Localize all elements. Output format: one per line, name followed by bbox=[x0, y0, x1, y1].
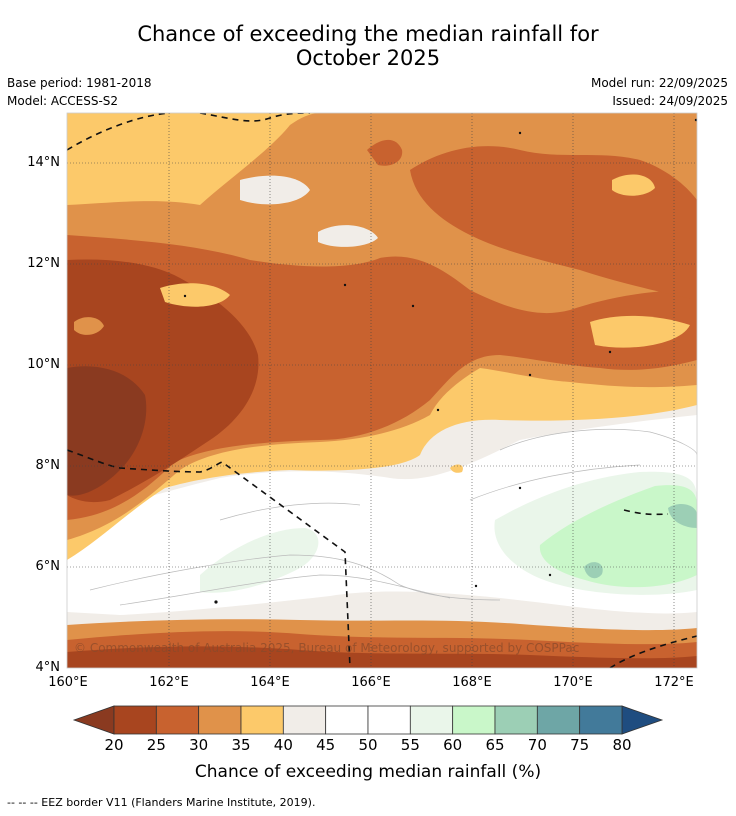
lon-tick-166: 166°E bbox=[351, 675, 391, 690]
lat-tick-6: 6°N bbox=[35, 559, 61, 574]
lat-tick-4: 4°N bbox=[35, 660, 61, 675]
colorbar-box bbox=[494, 705, 538, 735]
colorbar-low-arrow bbox=[72, 705, 115, 735]
region-35-40-patch1 bbox=[612, 174, 655, 196]
colorbar-tick-label: 70 bbox=[527, 736, 547, 754]
colorbar-tick-label: 45 bbox=[316, 736, 336, 754]
colorbar-box bbox=[409, 705, 454, 735]
colorbar-box bbox=[536, 705, 581, 735]
eez-footnote: -- -- -- EEZ border V11 (Flanders Marine… bbox=[7, 796, 316, 809]
colorbar-tick-label: 60 bbox=[443, 736, 463, 754]
region-35-40-patch3 bbox=[590, 315, 690, 348]
copyright-notice: © Commonwealth of Australia 2025, Bureau… bbox=[74, 641, 580, 655]
colorbar-tick-label: 20 bbox=[104, 736, 124, 754]
lat-tick-10: 10°N bbox=[27, 357, 60, 372]
lon-tick-160: 160°E bbox=[48, 675, 88, 690]
colorbar-tick-label: 65 bbox=[485, 736, 505, 754]
colorbar-box bbox=[113, 705, 157, 735]
colorbar-tick-label: 30 bbox=[189, 736, 209, 754]
region-35-40-patch2 bbox=[160, 283, 230, 307]
gridlines bbox=[67, 113, 697, 668]
colorbar-tick-label: 80 bbox=[612, 736, 632, 754]
chart-title-line1: Chance of exceeding the median rainfall … bbox=[137, 22, 599, 46]
meta-left: Base period: 1981-2018 Model: ACCESS-S2 bbox=[7, 74, 152, 110]
lat-tick-8: 8°N bbox=[35, 458, 61, 473]
map-frame bbox=[66, 112, 698, 669]
region-green-west bbox=[200, 528, 319, 593]
colorbar-box bbox=[198, 705, 242, 735]
colorbar-boxes bbox=[113, 705, 623, 735]
lat-tick-12: 12°N bbox=[27, 256, 60, 271]
region-30-35-patch bbox=[74, 317, 104, 335]
lon-tick-172: 172°E bbox=[654, 675, 694, 690]
model-run: Model run: 22/09/2025 bbox=[590, 76, 728, 90]
colorbar-box bbox=[325, 705, 369, 735]
base-period: Base period: 1981-2018 bbox=[7, 76, 152, 90]
chart-title-line2: October 2025 bbox=[295, 46, 441, 70]
colorbar-box bbox=[579, 705, 623, 735]
region-65-70-b bbox=[584, 562, 603, 579]
colorbar bbox=[72, 705, 664, 735]
colorbar-tick-label: 55 bbox=[400, 736, 420, 754]
region-25-30-n bbox=[367, 139, 403, 166]
colorbar-high-arrow bbox=[621, 705, 664, 735]
region-60-65 bbox=[539, 485, 697, 588]
colorbar-tick-label: 40 bbox=[273, 736, 293, 754]
region-below-20 bbox=[67, 366, 147, 496]
colorbar-tick-label: 50 bbox=[358, 736, 378, 754]
issued-date: Issued: 24/09/2025 bbox=[612, 94, 728, 108]
contour-lines bbox=[89, 429, 697, 606]
region-45-50-patch2 bbox=[318, 225, 378, 247]
colorbar-box bbox=[240, 705, 284, 735]
model-name: Model: ACCESS-S2 bbox=[7, 94, 119, 108]
islands bbox=[183, 118, 697, 604]
region-45-50-patch1 bbox=[240, 175, 310, 205]
rainfall-field bbox=[67, 113, 697, 668]
colorbar-box bbox=[155, 705, 200, 735]
colorbar-box bbox=[367, 705, 411, 735]
region-65-70 bbox=[668, 504, 697, 528]
region-35-40-patch4 bbox=[450, 464, 463, 473]
colorbar-box bbox=[452, 705, 496, 735]
colorbar-box bbox=[282, 705, 327, 735]
meta-right: Model run: 22/09/2025 Issued: 24/09/2025 bbox=[591, 74, 728, 110]
colorbar-tick-label: 35 bbox=[231, 736, 251, 754]
region-20-25-south bbox=[67, 646, 697, 668]
colorbar-tick-label: 25 bbox=[146, 736, 166, 754]
lon-tick-162: 162°E bbox=[149, 675, 189, 690]
lon-tick-164: 164°E bbox=[250, 675, 290, 690]
region-25-30 bbox=[67, 235, 697, 520]
colorbar-label: Chance of exceeding median rainfall (%) bbox=[194, 762, 542, 782]
lat-tick-14: 14°N bbox=[27, 155, 60, 170]
lon-tick-170: 170°E bbox=[553, 675, 593, 690]
colorbar-tick-label: 75 bbox=[570, 736, 590, 754]
lon-tick-168: 168°E bbox=[452, 675, 492, 690]
